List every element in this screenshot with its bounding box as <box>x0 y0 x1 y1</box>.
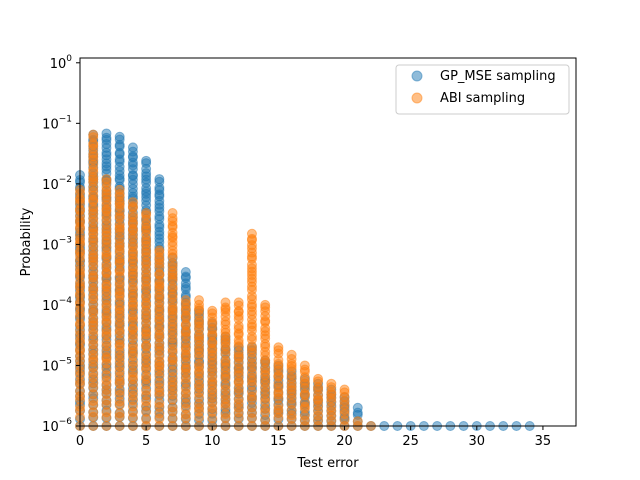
y-tick-label: 10−3 <box>42 235 72 253</box>
y-tick-exponent: −3 <box>59 235 72 245</box>
data-point <box>114 131 125 142</box>
x-tick-label: 15 <box>270 434 287 449</box>
data-point <box>286 349 297 360</box>
data-point <box>220 297 231 308</box>
data-point <box>114 184 125 195</box>
y-tick-label: 10−1 <box>42 114 72 132</box>
x-axis: 0 5 10 15 20 25 30 35 <box>76 426 551 449</box>
data-point <box>127 197 138 208</box>
data-point <box>88 129 99 140</box>
data-point <box>180 295 191 306</box>
data-point <box>326 378 337 389</box>
data-point <box>313 373 324 384</box>
data-point <box>167 208 178 219</box>
y-tick-base: 10 <box>42 420 59 435</box>
data-point <box>127 142 138 153</box>
data-point <box>101 174 112 185</box>
x-tick-label: 0 <box>76 434 84 449</box>
legend-marker-gp-mse <box>411 70 423 82</box>
data-point <box>154 174 165 185</box>
data-point <box>233 297 244 308</box>
plot-frame <box>79 57 577 427</box>
data-point <box>141 155 152 166</box>
x-tick-label: 25 <box>402 434 419 449</box>
y-axis-label: Probability <box>19 207 34 276</box>
y-tick-label: 10−4 <box>42 296 72 314</box>
y-tick-exponent: −6 <box>59 417 73 427</box>
data-point <box>352 416 363 427</box>
data-point <box>180 266 191 277</box>
y-tick-exponent: −4 <box>59 296 73 306</box>
data-point <box>114 408 125 419</box>
y-tick-base: 10 <box>42 238 59 253</box>
series-abi <box>75 129 376 431</box>
y-tick-label: 10−2 <box>42 175 72 193</box>
legend: GP_MSE sampling ABI sampling <box>395 64 570 115</box>
data-point <box>352 402 363 413</box>
data-point <box>194 295 205 306</box>
y-tick-label: 10−5 <box>42 356 72 374</box>
y-tick-exponent: −5 <box>59 356 72 366</box>
data-point <box>260 299 271 310</box>
y-tick-base: 10 <box>42 299 59 314</box>
legend-label-abi: ABI sampling <box>440 91 525 106</box>
y-tick-base: 10 <box>42 178 59 193</box>
data-point <box>101 128 112 139</box>
y-tick-label: 10−6 <box>42 417 72 435</box>
y-tick-exponent: 0 <box>66 54 72 64</box>
data-point <box>339 384 350 395</box>
data-point <box>273 342 284 353</box>
x-tick-label: 5 <box>142 434 150 449</box>
y-tick-base: 10 <box>42 359 59 374</box>
x-tick-label: 20 <box>336 434 353 449</box>
data-point <box>154 245 165 256</box>
data-point <box>141 208 152 219</box>
y-tick-base: 10 <box>42 117 59 132</box>
y-tick-exponent: −1 <box>59 114 72 124</box>
x-axis-label: Test error <box>296 456 359 471</box>
data-point <box>299 360 310 371</box>
x-tick-label: 10 <box>204 434 221 449</box>
legend-marker-abi <box>411 92 423 104</box>
x-tick-label: 30 <box>469 434 486 449</box>
legend-box <box>395 64 570 115</box>
y-tick-base: 10 <box>50 57 67 72</box>
y-tick-label: 100 <box>50 54 73 72</box>
data-marks <box>75 128 535 431</box>
legend-label-gp-mse: GP_MSE sampling <box>440 69 556 84</box>
x-tick-label: 35 <box>535 434 552 449</box>
data-point <box>207 305 218 316</box>
data-point <box>246 228 257 239</box>
y-tick-exponent: −2 <box>59 175 72 185</box>
